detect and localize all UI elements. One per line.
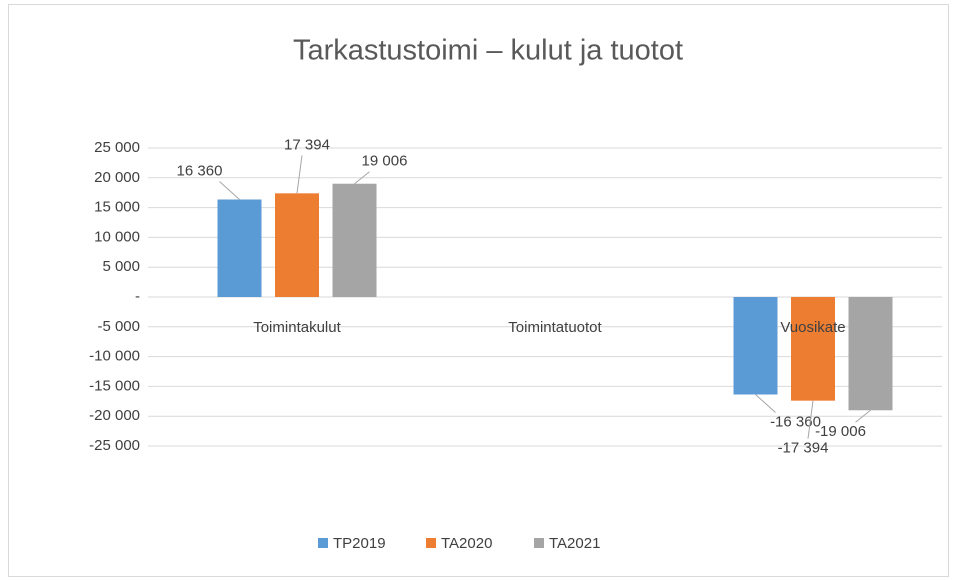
legend-swatch [426,538,436,548]
bar [733,297,778,395]
leader-line [855,409,871,423]
leader-line [354,171,370,185]
data-label: 17 394 [284,136,330,153]
y-tick-label: -15 000 [89,377,140,394]
legend-label: TA2021 [549,535,600,552]
data-label: -17 394 [778,440,829,457]
y-tick-label: 5 000 [102,258,140,275]
y-tick-label: 10 000 [94,228,140,245]
bar [332,183,377,297]
leader-line [219,181,240,200]
y-tick-label: - [135,288,140,305]
y-tick-label: -10 000 [89,348,140,365]
y-tick-label: -20 000 [89,407,140,424]
data-label: 16 360 [177,162,223,179]
x-tick-label: Vuosikate [780,319,845,336]
chart-title: Tarkastustoimi – kulut ja tuotot [293,35,683,67]
x-tick-label: Toimintatuotot [508,319,602,336]
leader-line [296,155,303,194]
bar [791,297,835,401]
y-tick-label: -25 000 [89,437,140,454]
leader-line [807,400,814,439]
y-tick-label: 20 000 [94,169,140,186]
bar [217,199,262,297]
bar [275,193,319,297]
data-label: 19 006 [362,153,408,170]
legend-label: TA2020 [441,535,492,552]
chart-frame [8,4,949,577]
data-label: -19 006 [815,423,866,440]
legend-swatch [318,538,328,548]
leader-line [755,394,776,413]
y-tick-label: 15 000 [94,199,140,216]
x-tick-label: Toimintakulut [253,319,341,336]
bar [848,297,893,411]
legend-swatch [534,538,544,548]
legend-label: TP2019 [333,535,386,552]
y-tick-label: 25 000 [94,139,140,156]
data-label: -16 360 [770,413,821,430]
y-tick-label: -5 000 [97,318,140,335]
